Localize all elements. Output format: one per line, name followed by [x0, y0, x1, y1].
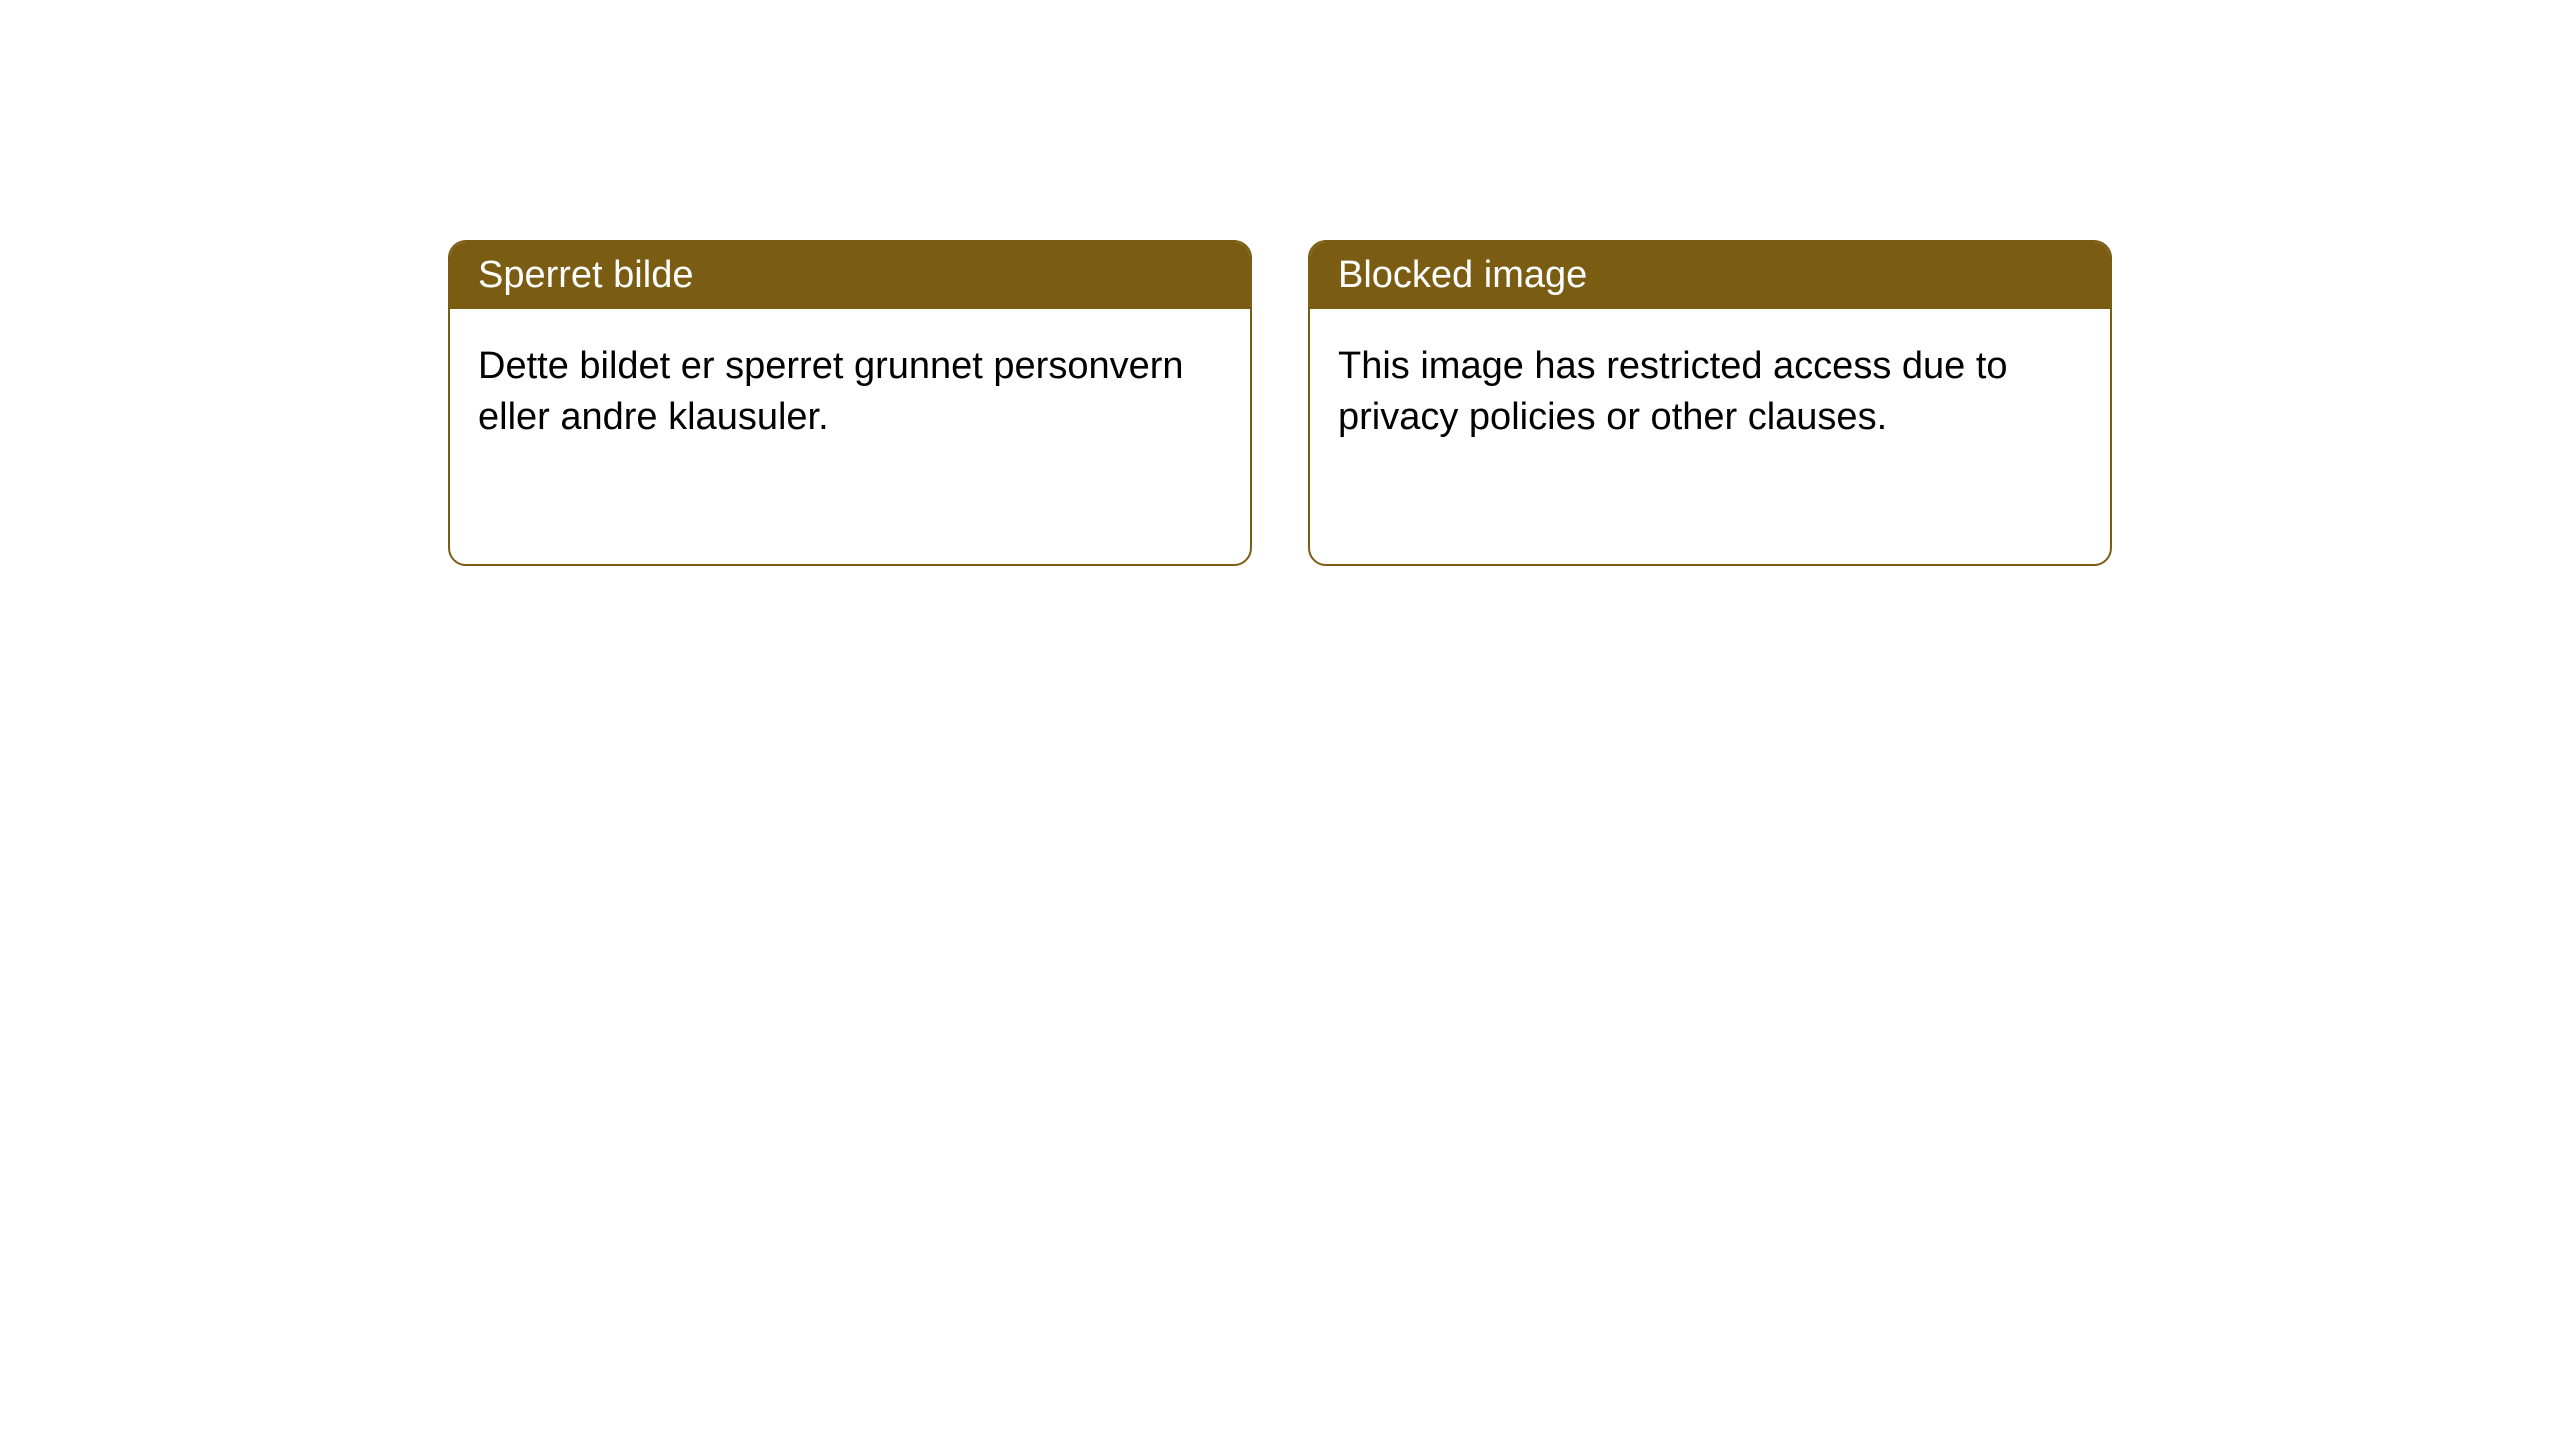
notice-card-en: Blocked image This image has restricted … [1308, 240, 2112, 566]
notice-body-no: Dette bildet er sperret grunnet personve… [450, 309, 1250, 564]
notice-body-en: This image has restricted access due to … [1310, 309, 2110, 564]
notice-container: Sperret bilde Dette bildet er sperret gr… [0, 0, 2560, 566]
notice-card-no: Sperret bilde Dette bildet er sperret gr… [448, 240, 1252, 566]
notice-header-no: Sperret bilde [450, 242, 1250, 309]
notice-header-en: Blocked image [1310, 242, 2110, 309]
